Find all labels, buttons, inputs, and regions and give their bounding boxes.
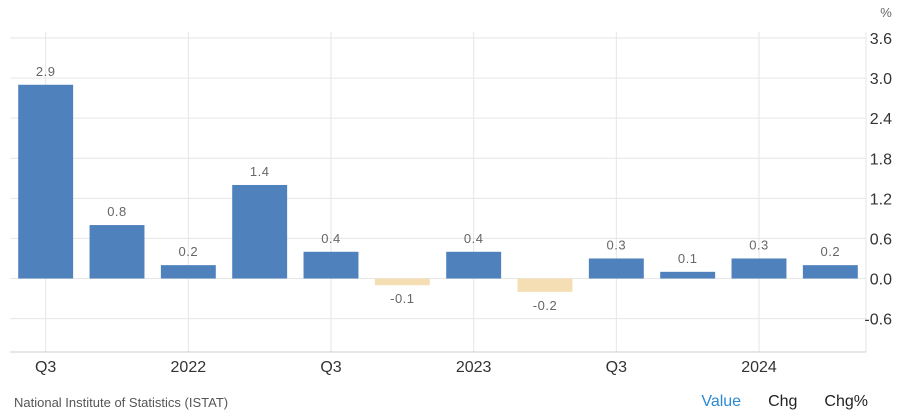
x-tick-label: Q3: [35, 359, 56, 376]
data-label-2023-Q4: 0.1: [678, 251, 698, 266]
bar-2023-Q1[interactable]: [446, 251, 502, 279]
bar-2021-Q4[interactable]: [89, 225, 145, 279]
tab-value[interactable]: Value: [701, 393, 742, 410]
data-label-2024-Q2: 0.2: [821, 244, 841, 259]
tab-chg-percent[interactable]: Chg%: [824, 393, 868, 410]
y-tick-label: 0.6: [870, 231, 892, 248]
data-label-2023-Q1: 0.4: [464, 231, 484, 246]
bar-2023-Q4[interactable]: [660, 271, 716, 279]
x-tick-label: 2024: [741, 359, 777, 376]
bar-2022-Q4[interactable]: [374, 278, 430, 286]
bar-2023-Q3[interactable]: [588, 258, 644, 279]
y-tick-label: 2.4: [870, 111, 892, 128]
x-tick-label: Q3: [320, 359, 341, 376]
y-tick-label: -0.6: [864, 312, 892, 329]
data-label-2024-Q1: 0.3: [749, 237, 769, 252]
grid-layer: [10, 32, 867, 353]
data-label-2022-Q2: 1.4: [250, 164, 270, 179]
source-label: National Institute of Statistics (ISTAT): [14, 395, 229, 410]
data-label-2023-Q3: 0.3: [607, 237, 627, 252]
bar-chart: 2.9 0.8 0.2 1.4 0.4 -0.1 0.4 -0.2 0.3 0.1 0.3 0.2 3…: [10, 5, 892, 376]
bar-2023-Q2[interactable]: [517, 278, 573, 292]
x-tick-label: Q3: [606, 359, 627, 376]
tab-chg[interactable]: Chg: [768, 393, 798, 410]
y-axis: 3.6 3.0 2.4 1.8 1.2 0.6 0.0 -0.6: [864, 31, 892, 329]
view-tabs: Value Chg Chg%: [701, 393, 868, 411]
x-tick-label: 2022: [171, 359, 207, 376]
bar-2021-Q3[interactable]: [18, 84, 74, 279]
x-tick-label: 2023: [456, 359, 492, 376]
data-label-2022-Q3: 0.4: [321, 231, 341, 246]
y-tick-label: 3.6: [870, 31, 892, 48]
y-tick-label: 1.2: [870, 191, 892, 208]
bar-2024-Q2[interactable]: [802, 265, 858, 279]
y-tick-label: 3.0: [870, 71, 892, 88]
bar-2024-Q1[interactable]: [731, 258, 787, 279]
y-tick-label: 1.8: [870, 151, 892, 168]
bars-layer: [18, 84, 858, 292]
data-label-2022-Q4: -0.1: [390, 291, 414, 306]
y-unit-label: %: [880, 5, 892, 20]
data-labels-layer: 2.9 0.8 0.2 1.4 0.4 -0.1 0.4 -0.2 0.3 0.1 0.3 0.2: [36, 64, 840, 313]
bar-2022-Q3[interactable]: [303, 251, 359, 279]
data-label-2021-Q3: 2.9: [36, 64, 56, 79]
bar-2022-Q2[interactable]: [232, 184, 288, 279]
bar-2022-Q1[interactable]: [160, 265, 216, 279]
data-label-2021-Q4: 0.8: [107, 204, 127, 219]
y-tick-label: 0.0: [870, 272, 892, 289]
data-label-2022-Q1: 0.2: [179, 244, 199, 259]
x-axis: Q3 2022 Q3 2023 Q3 2024: [35, 359, 777, 376]
data-label-2023-Q2: -0.2: [533, 298, 557, 313]
